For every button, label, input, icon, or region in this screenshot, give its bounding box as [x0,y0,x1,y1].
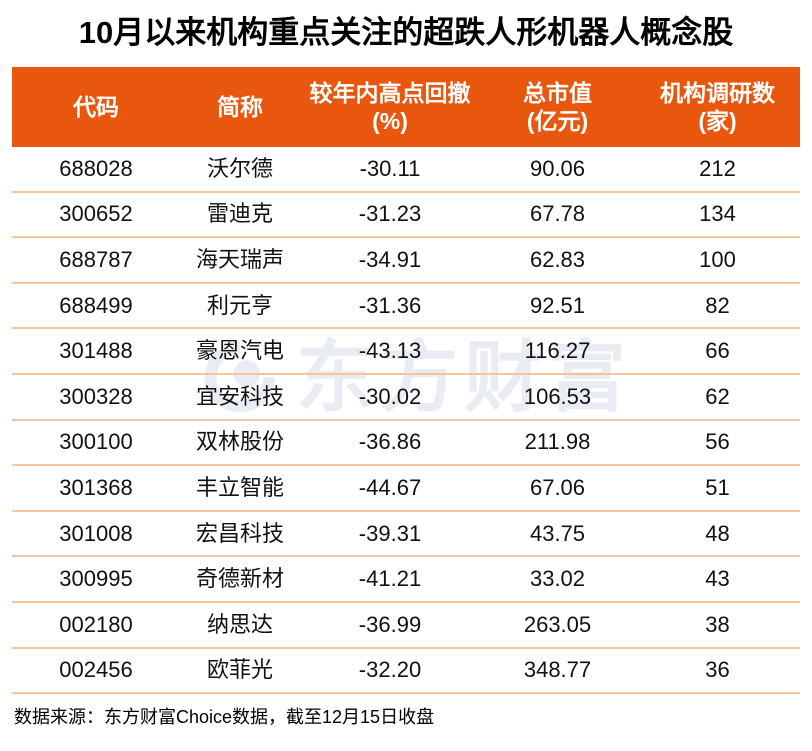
cell-code: 301008 [59,520,133,546]
table-row: 300100 双林股份 -36.86 211.98 56 [12,421,800,467]
cell-market-cap: 263.05 [523,611,592,637]
column-header-label: 总市值 [523,80,592,106]
cell-name: 宜安科技 [195,383,284,409]
table-row: 688028 沃尔德 -30.11 90.06 212 [12,147,800,193]
page-title: 10月以来机构重点关注的超跌人形机器人概念股 [78,15,734,50]
column-header-label2: (%) [372,108,408,134]
cell-drawdown: -32.20 [358,657,422,683]
cell-market-cap: 67.06 [529,474,586,500]
cell-survey-count: 36 [705,657,730,683]
table-row: 301368 丰立智能 -44.67 67.06 51 [12,466,800,512]
table-row: 301008 宏昌科技 -39.31 43.75 48 [12,512,800,558]
cell-market-cap: 116.27 [524,338,591,364]
table-header-row: 代码 简称 较年内高点回撤 (%) 总市值 (亿元) 机构调研数 (家) [12,67,800,147]
cell-name: 沃尔德 [206,155,273,181]
table-row: 300328 宜安科技 -30.02 106.53 62 [12,375,800,421]
cell-drawdown: -30.11 [359,155,421,181]
cell-name: 海天瑞声 [195,246,284,272]
column-header-name: 简称 [180,93,300,121]
cell-drawdown: -31.23 [358,201,422,227]
cell-name: 宏昌科技 [195,520,284,546]
cell-market-cap: 33.02 [529,566,586,592]
column-header-label2: (亿元) [526,108,589,134]
column-header-label: 较年内高点回撤 [309,80,471,106]
cell-survey-count: 134 [699,201,736,227]
cell-drawdown: -36.99 [358,611,422,637]
cell-survey-count: 82 [705,292,730,318]
column-header-label2: (家) [698,108,737,134]
cell-drawdown: -43.13 [358,338,422,364]
cell-survey-count: 62 [705,383,730,409]
cell-market-cap: 106.53 [523,383,592,409]
cell-drawdown: -39.31 [358,520,422,546]
cell-code: 301368 [59,474,133,500]
column-header-code: 代码 [12,93,180,121]
stock-table: 代码 简称 较年内高点回撤 (%) 总市值 (亿元) 机构调研数 (家) 688028… [12,67,800,695]
cell-code: 002456 [59,657,133,683]
cell-code: 688787 [59,246,133,272]
cell-code: 300328 [59,383,133,409]
column-header-drawdown: 较年内高点回撤 (%) [300,79,480,135]
source-note: 数据来源：东方财富Choice数据，截至12月15日收盘 [14,707,435,727]
cell-name: 豪恩汽电 [195,338,284,364]
cell-name: 纳思达 [206,611,273,637]
table-row: 300652 雷迪克 -31.23 67.78 134 [12,193,800,239]
cell-code: 300652 [59,201,133,227]
cell-market-cap: 43.75 [529,520,586,546]
table-row: 688499 利元亨 -31.36 92.51 82 [12,284,800,330]
table-row: 688787 海天瑞声 -34.91 62.83 100 [12,238,800,284]
cell-survey-count: 51 [705,474,730,500]
cell-code: 002180 [59,611,133,637]
column-header-survey-count: 机构调研数 (家) [635,79,800,135]
cell-name: 奇德新材 [195,566,284,592]
cell-code: 688499 [59,292,133,318]
cell-market-cap: 90.06 [529,155,586,181]
cell-market-cap: 92.51 [529,292,586,318]
cell-market-cap: 348.77 [523,657,592,683]
cell-code: 300995 [59,566,133,592]
cell-survey-count: 43 [705,566,730,592]
cell-drawdown: -30.02 [358,383,422,409]
cell-survey-count: 38 [705,611,730,637]
cell-name: 丰立智能 [195,474,284,500]
cell-drawdown: -36.86 [358,429,422,455]
column-header-market-cap: 总市值 (亿元) [480,79,635,135]
cell-market-cap: 62.83 [529,246,586,272]
cell-code: 300100 [59,429,133,455]
table-row: 002456 欧菲光 -32.20 348.77 36 [12,649,800,695]
cell-survey-count: 212 [699,155,736,181]
cell-name: 雷迪克 [206,201,273,227]
cell-survey-count: 100 [699,246,736,272]
column-header-label: 简称 [217,94,263,120]
cell-market-cap: 67.78 [529,201,586,227]
cell-code: 688028 [59,155,133,181]
table-row: 300995 奇德新材 -41.21 33.02 43 [12,557,800,603]
cell-name: 利元亨 [206,292,273,318]
cell-code: 301488 [59,338,133,364]
cell-survey-count: 48 [705,520,730,546]
cell-name: 欧菲光 [206,657,273,683]
cell-drawdown: -34.91 [358,246,422,272]
table-row: 002180 纳思达 -36.99 263.05 38 [12,603,800,649]
table-row: 301488 豪恩汽电 -43.13 116.27 66 [12,329,800,375]
cell-drawdown: -44.67 [358,474,422,500]
cell-drawdown: -41.21 [358,566,422,592]
cell-name: 双林股份 [195,429,284,455]
cell-drawdown: -31.36 [358,292,422,318]
column-header-label: 机构调研数 [660,80,775,106]
cell-market-cap: 211.98 [524,429,591,455]
cell-survey-count: 56 [705,429,730,455]
cell-survey-count: 66 [705,338,730,364]
column-header-label: 代码 [73,94,119,120]
